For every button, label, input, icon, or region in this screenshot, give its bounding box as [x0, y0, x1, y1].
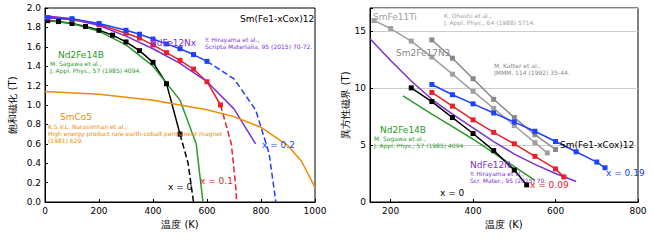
svg-text:800: 800 — [252, 206, 269, 216]
svg-text:2.0: 2.0 — [27, 3, 42, 13]
svg-text:温度 (K): 温度 (K) — [161, 219, 199, 230]
svg-text:x = 0.19: x = 0.19 — [606, 168, 645, 178]
svg-text:NdFe12N: NdFe12N — [470, 160, 511, 170]
svg-text:1.0: 1.0 — [27, 100, 42, 110]
svg-text:x = 0.2: x = 0.2 — [262, 140, 295, 150]
svg-text:Nd2Fe14B: Nd2Fe14B — [380, 125, 426, 135]
svg-text:NdFe12Nx: NdFe12Nx — [150, 38, 197, 48]
svg-text:High energy product rare earth: High energy product rare earth-cobalt pe… — [48, 130, 223, 137]
svg-text:M. Sagawa et al.,: M. Sagawa et al., — [50, 60, 102, 67]
svg-text:x = 0.09: x = 0.09 — [530, 180, 569, 190]
svg-text:(1981) 629.: (1981) 629. — [48, 137, 83, 144]
svg-text:1.6: 1.6 — [27, 42, 42, 52]
svg-text:0.6: 0.6 — [27, 139, 42, 149]
svg-text:200: 200 — [90, 206, 107, 216]
svg-text:0: 0 — [42, 206, 48, 216]
svg-text:Nd2Fe14B: Nd2Fe14B — [58, 50, 104, 60]
svg-text:SmCo5: SmCo5 — [60, 112, 92, 122]
svg-text:Y. Hirayama et al.,: Y. Hirayama et al., — [470, 170, 525, 177]
svg-text:Sm(Fe1-xCox)12: Sm(Fe1-xCox)12 — [560, 140, 634, 150]
svg-text:K.S.V.L. Narasimhan et al.,: K.S.V.L. Narasimhan et al., — [48, 123, 127, 130]
svg-text:0: 0 — [360, 197, 366, 207]
svg-text:0.0: 0.0 — [27, 197, 42, 207]
svg-text:Sm(Fe1-xCox)12: Sm(Fe1-xCox)12 — [240, 14, 314, 24]
svg-text:800: 800 — [629, 206, 646, 216]
svg-text:x = 0.1: x = 0.1 — [200, 176, 233, 186]
svg-text:1.2: 1.2 — [27, 81, 41, 91]
svg-text:10: 10 — [355, 83, 367, 93]
svg-text:200: 200 — [382, 206, 399, 216]
svg-text:x = 0: x = 0 — [168, 182, 193, 192]
svg-text:600: 600 — [547, 206, 564, 216]
svg-text:0.8: 0.8 — [27, 119, 42, 129]
svg-text:飽和磁化 (T): 飽和磁化 (T) — [7, 76, 18, 133]
svg-text:400: 400 — [144, 206, 161, 216]
svg-text:1000: 1000 — [304, 206, 327, 216]
svg-text:Scr. Mater., 95 (2015) 70.: Scr. Mater., 95 (2015) 70. — [470, 177, 547, 184]
svg-text:M. Sagawa et al.,: M. Sagawa et al., — [374, 135, 426, 142]
svg-text:異方性磁界 (T): 異方性磁界 (T) — [340, 71, 351, 138]
svg-text:Sm2Fe17N3: Sm2Fe17N3 — [396, 48, 450, 58]
svg-text:1.4: 1.4 — [27, 61, 42, 71]
svg-text:600: 600 — [198, 206, 215, 216]
svg-text:Scripta Materialia, 95 (2015): Scripta Materialia, 95 (2015) 70-72. — [205, 43, 312, 51]
svg-text:K. Ohashi et al.,: K. Ohashi et al., — [444, 12, 492, 19]
svg-text:JMMM, 114 (1992) 35-44.: JMMM, 114 (1992) 35-44. — [493, 69, 570, 77]
svg-text:M. Katter et al.,: M. Katter et al., — [494, 62, 540, 69]
svg-text:x = 0: x = 0 — [440, 188, 465, 198]
svg-text:0.2: 0.2 — [27, 178, 41, 188]
svg-text:1.8: 1.8 — [27, 22, 42, 32]
svg-text:400: 400 — [464, 206, 481, 216]
svg-text:J. Appl. Phys., 57 (1985) 4094: J. Appl. Phys., 57 (1985) 4094. — [49, 67, 141, 75]
svg-text:15: 15 — [355, 26, 366, 36]
svg-text:0.4: 0.4 — [27, 158, 42, 168]
svg-text:Y. Hirayama et al.,: Y. Hirayama et al., — [205, 36, 260, 43]
svg-text:5: 5 — [360, 140, 366, 150]
svg-text:J. Appl. Phys., 57 (1985) 4094: J. Appl. Phys., 57 (1985) 4094. — [373, 142, 465, 150]
svg-text:SmFe11Ti: SmFe11Ti — [373, 12, 417, 22]
svg-text:J. Appl. Phys., 64 (1988) 5714: J. Appl. Phys., 64 (1988) 5714. — [443, 19, 535, 27]
svg-text:温度 (K): 温度 (K) — [485, 219, 523, 230]
